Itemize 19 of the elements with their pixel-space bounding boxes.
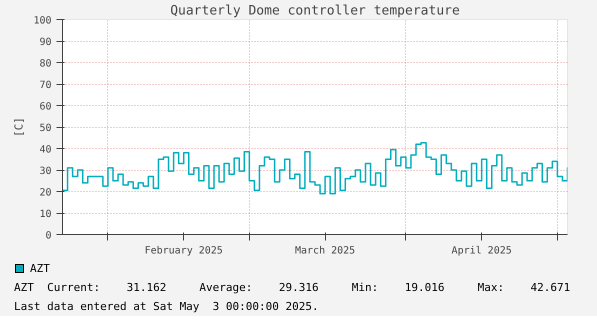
x-tick-label: April 2025 bbox=[452, 246, 512, 256]
chart-title: Quarterly Dome controller temperature bbox=[170, 4, 460, 18]
y-tick-label: 80 bbox=[39, 58, 52, 70]
text: Last data entered at Sat May 3 00:00:00 2025. bbox=[13, 299, 319, 315]
x-tick-label: March 2025 bbox=[294, 246, 356, 256]
text: AZT Current: 31.162 Average: 29.316 Min: 19.016 Max: 42.671 bbox=[13, 280, 570, 296]
y-tick-label: 60 bbox=[39, 102, 52, 112]
legend-label: AZT bbox=[30, 262, 50, 276]
x-tick-label: February 2025 bbox=[144, 246, 223, 256]
y-tick-label: 100 bbox=[33, 16, 52, 26]
y-tick-label: 40 bbox=[39, 144, 52, 156]
y-tick-label: 10 bbox=[39, 209, 52, 220]
y-tick-label: 0 bbox=[45, 230, 52, 242]
y-tick-label: 50 bbox=[39, 123, 52, 134]
y-tick-label: 20 bbox=[39, 188, 52, 198]
y-axis-title: [C] bbox=[12, 117, 26, 137]
y-tick-label: 70 bbox=[39, 80, 52, 91]
y-tick-label: 30 bbox=[39, 166, 52, 177]
y-tick-label: 90 bbox=[39, 37, 52, 48]
